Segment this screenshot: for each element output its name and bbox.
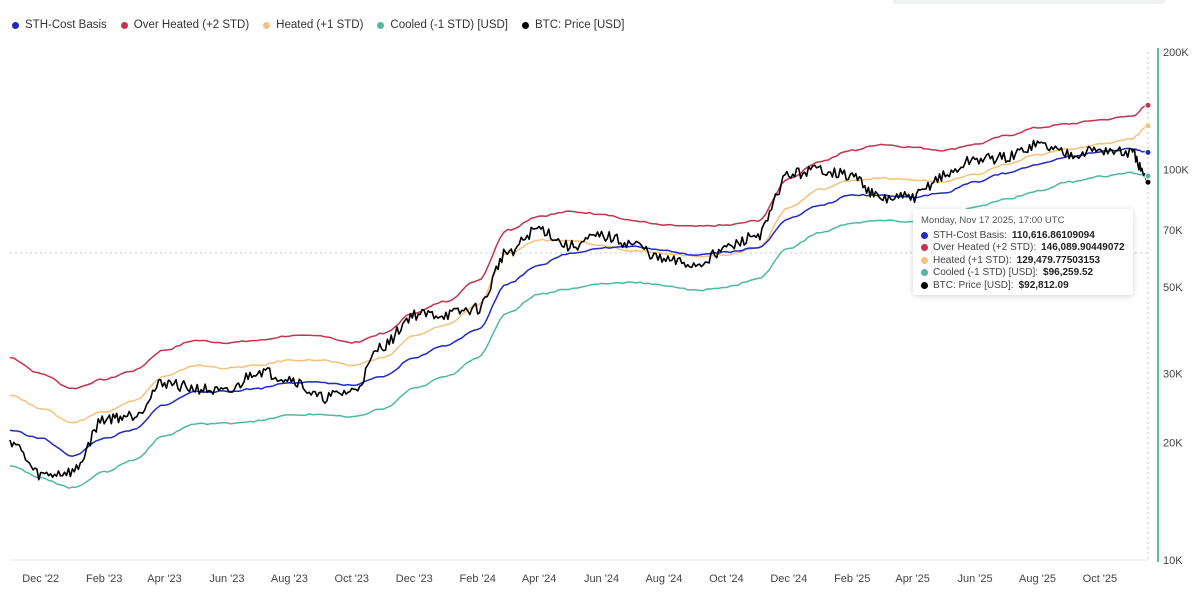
chart-legend: STH-Cost Basis Over Heated (+2 STD) Heated…: [12, 17, 624, 33]
tooltip-row-value: $92,812.09: [1018, 279, 1069, 291]
tooltip-date: Monday, Nov 17 2025, 17:00 UTC: [921, 215, 1065, 226]
x-tick-label: Apr '23: [147, 573, 182, 585]
hover-tooltip: Monday, Nov 17 2025, 17:00 UTC STH-Cost …: [913, 209, 1133, 295]
tooltip-rows: STH-Cost Basis: 110,616.86109094 Over Heat…: [921, 229, 1125, 292]
legend-item[interactable]: Heated (+1 STD): [263, 19, 363, 31]
x-tick-label: Dec '23: [396, 573, 433, 585]
hover-marker-4: [1144, 178, 1152, 186]
x-tick-label: Aug '25: [1019, 573, 1056, 585]
x-tick-label: Oct '25: [1083, 573, 1118, 585]
tooltip-dot-icon: [921, 244, 928, 252]
gridlines: [10, 52, 1149, 561]
y-tick-label: 70K: [1163, 225, 1183, 237]
tooltip-dot-icon: [921, 269, 928, 277]
tooltip-dot-icon: [921, 256, 928, 264]
series-line-4: [9, 139, 1149, 481]
x-tick-label: Jun '25: [957, 573, 992, 585]
series-lines: [9, 104, 1149, 489]
x-tick-label: Dec '24: [770, 573, 807, 585]
legend-dot-icon: [263, 21, 271, 29]
tooltip-row: Over Heated (+2 STD): 146,089.90449072: [921, 242, 1125, 255]
tooltip-row-value: 129,479.77503153: [1016, 254, 1101, 266]
y-tick-label: 200K: [1163, 47, 1189, 59]
x-tick-label: Jun '23: [209, 573, 244, 585]
legend-label: Cooled (-1 STD) [USD]: [390, 19, 508, 31]
y-tick-label: 50K: [1163, 282, 1183, 294]
x-axis: Dec '22 Feb '23 Apr '23 Jun '23 Aug '23 Oct '…: [22, 573, 1117, 585]
series-line-0: [9, 104, 1149, 390]
tooltip-row-value: 110,616.86109094: [1011, 229, 1095, 241]
y-tick-label: 100K: [1163, 165, 1189, 177]
legend-label: BTC: Price [USD]: [535, 19, 625, 31]
x-tick-label: Apr '24: [522, 573, 557, 585]
tooltip-dot-icon: [921, 281, 928, 289]
series-line-2: [9, 147, 1149, 457]
tooltip-row: BTC: Price [USD]: $92,812.09: [921, 279, 1125, 292]
y-tick-label: 10K: [1163, 555, 1183, 567]
y-tick-label: 30K: [1163, 369, 1183, 381]
tooltip-row-value: 146,089.90449072: [1041, 242, 1125, 254]
tooltip-dot-icon: [921, 231, 928, 239]
legend-label: Over Heated (+2 STD): [133, 19, 250, 31]
legend-item[interactable]: Over Heated (+2 STD): [120, 19, 250, 31]
hover-marker-3: [1144, 172, 1152, 180]
tooltip-row: Heated (+1 STD): 129,479.77503153: [921, 254, 1125, 267]
x-tick-label: Feb '25: [834, 573, 870, 585]
x-tick-label: Oct '23: [335, 573, 370, 585]
top-toolbar-bar: [892, 0, 1166, 4]
tooltip-row-label: Cooled (-1 STD) [USD]:: [933, 267, 1039, 279]
legend-dot-icon: [12, 21, 19, 29]
legend-item[interactable]: BTC: Price [USD]: [522, 19, 624, 31]
legend-label: STH-Cost Basis: [25, 19, 107, 31]
series-line-1: [9, 124, 1149, 424]
x-tick-label: Aug '24: [645, 573, 682, 585]
y-tick-label: 20K: [1163, 437, 1183, 449]
hover-marker-1: [1144, 122, 1152, 130]
tooltip-row: Cooled (-1 STD) [USD]: $96,259.52: [921, 267, 1125, 280]
tooltip-row: STH-Cost Basis: 110,616.86109094: [921, 229, 1125, 242]
legend-item[interactable]: STH-Cost Basis: [12, 19, 107, 31]
legend-dot-icon: [377, 21, 385, 29]
legend-label: Heated (+1 STD): [276, 19, 364, 31]
series-line-3: [9, 171, 1149, 489]
hover-marker-2: [1144, 148, 1152, 156]
legend-item[interactable]: Cooled (-1 STD) [USD]: [377, 19, 508, 31]
x-tick-label: Aug '23: [271, 573, 308, 585]
legend-dot-icon: [120, 21, 128, 29]
tooltip-row-label: Over Heated (+2 STD):: [933, 242, 1037, 254]
x-tick-label: Oct '24: [709, 573, 744, 585]
tooltip-row-label: BTC: Price [USD]:: [933, 279, 1014, 291]
hover-markers: [1144, 101, 1152, 186]
tooltip-row-label: STH-Cost Basis:: [933, 229, 1007, 241]
hover-marker-0: [1144, 101, 1152, 109]
x-tick-label: Feb '24: [460, 573, 496, 585]
tooltip-row-label: Heated (+1 STD):: [933, 254, 1012, 266]
x-tick-label: Feb '23: [86, 573, 122, 585]
x-tick-label: Dec '22: [22, 573, 59, 585]
y-axis: 10K 20K 30K 50K 70K 100K 200K: [1157, 47, 1189, 567]
tooltip-row-value: $96,259.52: [1043, 267, 1094, 279]
x-tick-label: Jun '24: [584, 573, 619, 585]
legend-dot-icon: [522, 21, 529, 29]
x-tick-label: Apr '25: [895, 573, 930, 585]
